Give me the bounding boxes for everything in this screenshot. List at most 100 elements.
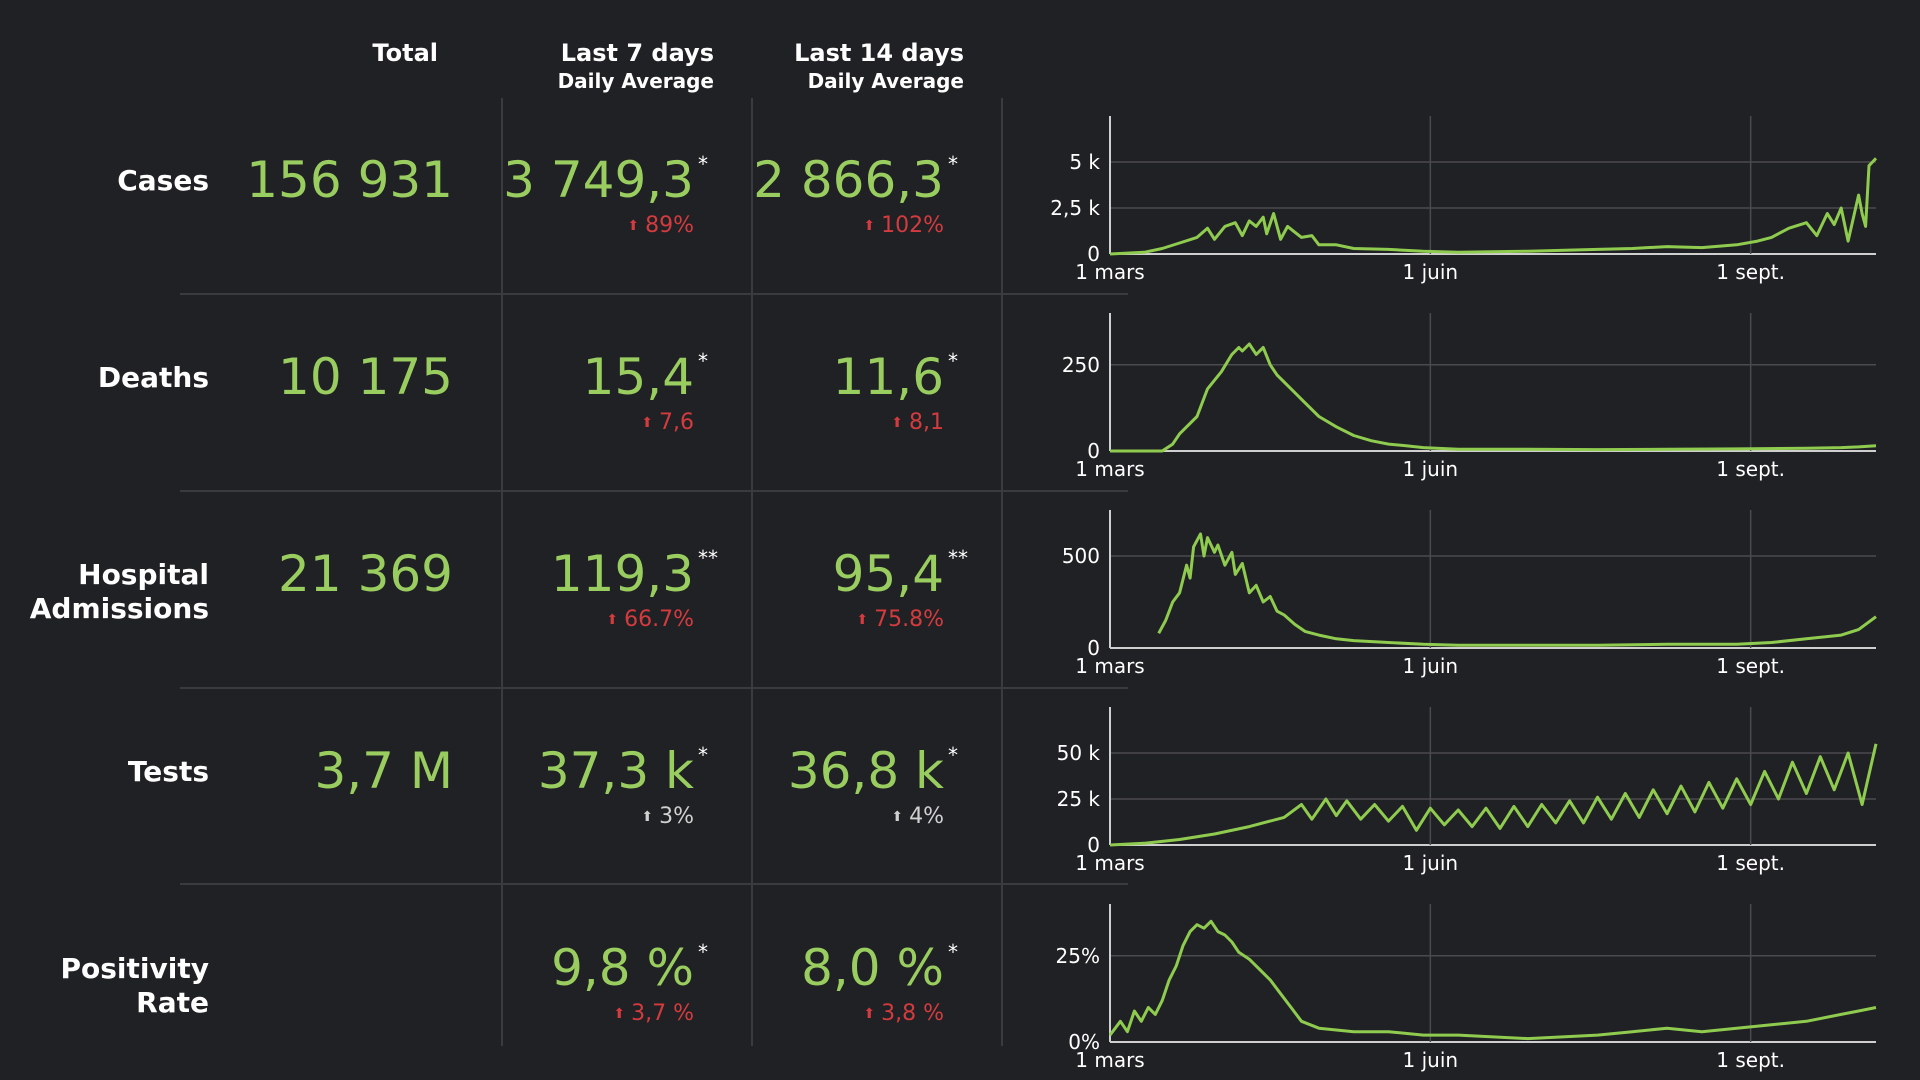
change-value: 7,6 (659, 410, 694, 435)
x-tick-label: 1 juin (1403, 260, 1459, 284)
up-arrow-icon: ⬆ (891, 415, 903, 431)
avg7-hospital-admissions: 119,3 ** (550, 545, 718, 603)
up-arrow-icon: ⬆ (863, 218, 876, 234)
positivity-rate-chart: 0% 25% 1 mars 1 juin 1 sept. (1056, 904, 1877, 1072)
avg7-change-hospital-admissions: ⬆ 66.7% (606, 606, 694, 634)
x-tick-label: 1 sept. (1716, 1048, 1785, 1072)
avg7-value: 9,8 % (551, 939, 694, 997)
row-divider (180, 883, 1128, 885)
x-tick-label: 1 mars (1075, 654, 1144, 678)
y-tick-label: 25 k (1057, 787, 1101, 811)
up-arrow-icon: ⬆ (641, 809, 654, 825)
x-tick-label: 1 mars (1075, 457, 1144, 481)
row-divider (180, 293, 1128, 295)
change-value: 8,1 (909, 410, 944, 435)
x-tick-label: 1 juin (1403, 654, 1459, 678)
header-last-7-sub: Daily Average (557, 69, 714, 93)
column-divider (501, 98, 503, 1046)
series-line (1157, 532, 1877, 647)
avg7-value: 15,4 (582, 348, 694, 406)
series-line (1108, 919, 1877, 1041)
x-tick-label: 1 sept. (1716, 260, 1785, 284)
avg7-change-tests: ⬆ 3% (641, 803, 694, 831)
total-deaths: 10 175 (278, 348, 453, 406)
avg7-change-deaths: ⬆ 7,6 (641, 409, 694, 437)
header-last-7-days: Last 7 days Daily Average (558, 38, 714, 94)
footnote-mark: ** (698, 546, 718, 570)
up-arrow-icon: ⬆ (863, 1006, 876, 1022)
avg14-value: 95,4 (832, 545, 944, 603)
avg7-change-cases: ⬆ 89% (627, 212, 694, 240)
footnote-mark: * (948, 349, 958, 373)
footnote-mark: * (698, 940, 708, 964)
x-tick-label: 1 mars (1075, 851, 1144, 875)
y-tick-label: 0% (1068, 1030, 1100, 1054)
header-last-7-title: Last 7 days (560, 39, 714, 67)
footnote-mark: * (948, 940, 958, 964)
up-arrow-icon: ⬆ (856, 612, 869, 628)
series-line (1109, 157, 1878, 256)
avg7-value: 119,3 (550, 545, 694, 603)
y-tick-label: 50 k (1057, 741, 1101, 765)
series-line (1109, 743, 1878, 847)
change-value: 102% (881, 213, 944, 238)
change-value: 89% (645, 213, 694, 238)
avg7-tests: 37,3 k * (537, 742, 708, 800)
row-label-deaths: Deaths (97, 361, 209, 394)
avg14-change-tests: ⬆ 4% (891, 803, 944, 831)
change-value: 75.8% (874, 607, 944, 632)
x-tick-label: 1 sept. (1716, 457, 1785, 481)
x-tick-label: 1 sept. (1716, 654, 1785, 678)
row-label-hospital-admissions: Hospital Admissions (29, 558, 209, 625)
up-arrow-icon: ⬆ (641, 415, 653, 431)
series-line (1110, 342, 1877, 453)
footnote-mark: * (698, 152, 708, 176)
avg14-tests: 36,8 k * (788, 743, 958, 799)
footnote-mark: * (698, 743, 708, 767)
x-tick-label: 1 mars (1075, 260, 1144, 284)
y-tick-label: 0 (1087, 242, 1100, 266)
cases-chart: 0 2,5 k 5 k 1 mars 1 juin 1 sept. (1050, 116, 1878, 284)
avg14-value: 8,0 % (801, 939, 944, 997)
header-last-14-title: Last 14 days (794, 39, 964, 67)
avg7-deaths: 15,4 * (582, 348, 708, 406)
avg14-hospital-admissions: 95,4 ** (832, 545, 968, 603)
up-arrow-icon: ⬆ (627, 218, 640, 234)
hospital-admissions-chart: 0 500 1 mars 1 juin 1 sept. (1062, 510, 1877, 678)
header-last-14-sub: Daily Average (807, 69, 964, 93)
footnote-mark: * (948, 152, 958, 176)
avg7-change-positivity-rate: ⬆ 3,7 % (613, 1000, 694, 1028)
change-value: 3,7 % (631, 1001, 694, 1026)
avg14-positivity-rate: 8,0 % * (801, 939, 958, 997)
up-arrow-icon: ⬆ (891, 809, 904, 825)
total-cases: 156 931 (246, 151, 453, 209)
x-tick-label: 1 juin (1403, 457, 1459, 481)
change-value: 3,8 % (881, 1001, 944, 1026)
avg14-value: 11,6 (832, 348, 944, 406)
x-tick-label: 1 sept. (1716, 851, 1785, 875)
change-value: 3% (659, 804, 694, 829)
up-arrow-icon: ⬆ (613, 1006, 626, 1022)
deaths-chart: 0 250 1 mars 1 juin 1 sept. (1062, 313, 1877, 481)
row-divider (180, 490, 1128, 492)
total-tests: 3,7 M (314, 742, 453, 800)
y-tick-label: 25% (1056, 944, 1100, 968)
avg14-change-deaths: ⬆ 8,1 (891, 409, 944, 437)
row-label-positivity-rate: Positivity Rate (60, 952, 210, 1019)
y-tick-label: 5 k (1069, 150, 1100, 174)
header-last-14-days: Last 14 days Daily Average (794, 38, 964, 94)
y-tick-label: 500 (1062, 544, 1100, 568)
y-tick-label: 250 (1062, 353, 1100, 377)
avg14-change-cases: ⬆ 102% (863, 212, 944, 240)
y-tick-label: 0 (1087, 833, 1100, 857)
change-value: 4% (909, 804, 944, 829)
footnote-mark: * (948, 743, 958, 767)
tests-chart: 0 25 k 50 k 1 mars 1 juin 1 sept. (1057, 707, 1878, 875)
avg14-value: 2 866,3 (753, 151, 944, 209)
y-tick-label: 2,5 k (1050, 196, 1100, 220)
x-tick-label: 1 mars (1075, 1048, 1144, 1072)
avg7-value: 37,3 k (537, 742, 694, 800)
avg7-cases: 3 749,3 * (503, 152, 708, 208)
change-value: 66.7% (624, 607, 694, 632)
